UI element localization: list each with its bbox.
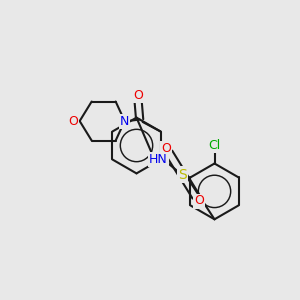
- Text: O: O: [68, 115, 78, 128]
- Text: N: N: [120, 115, 129, 128]
- Text: O: O: [194, 194, 204, 208]
- Text: O: O: [161, 142, 171, 155]
- Text: Cl: Cl: [208, 139, 220, 152]
- Text: O: O: [133, 89, 143, 102]
- Text: S: S: [178, 168, 187, 182]
- Text: HN: HN: [149, 153, 168, 166]
